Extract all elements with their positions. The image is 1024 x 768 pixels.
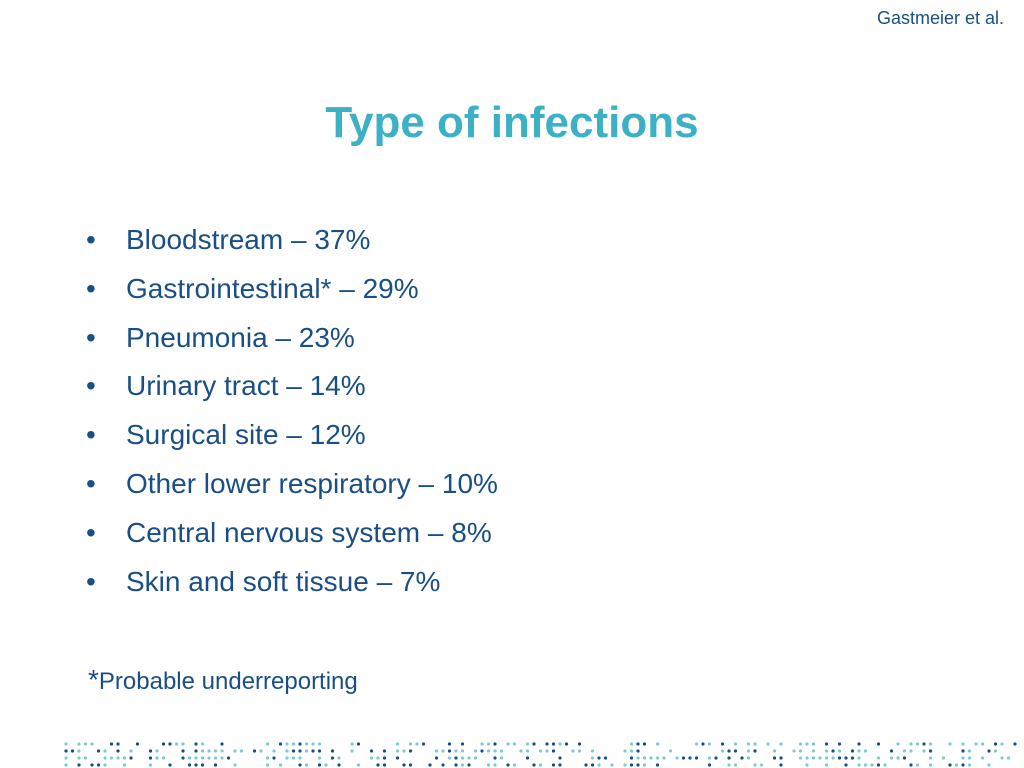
bullet-icon: •: [86, 224, 96, 255]
list-item: • Central nervous system – 8%: [86, 517, 498, 566]
list-item-text: Other lower respiratory – 10%: [126, 467, 498, 499]
list-item: • Pneumonia – 23%: [86, 322, 498, 371]
list-item-text: Urinary tract – 14%: [126, 370, 366, 402]
footnote: *Probable underreporting: [88, 664, 358, 696]
list-item: • Skin and soft tissue – 7%: [86, 566, 498, 615]
bullet-list: • Bloodstream – 37% • Gastrointestinal* …: [86, 224, 498, 614]
list-item: • Surgical site – 12%: [86, 419, 498, 468]
bullet-icon: •: [86, 467, 96, 499]
list-item-text: Central nervous system – 8%: [126, 516, 492, 548]
footnote-asterisk: *: [88, 664, 99, 695]
bullet-icon: •: [86, 419, 96, 451]
list-item: • Urinary tract – 14%: [86, 370, 498, 419]
list-item-text: Bloodstream – 37%: [126, 224, 371, 255]
list-item: • Bloodstream – 37%: [86, 224, 498, 273]
slide-title: Type of infections: [325, 98, 699, 147]
decorative-dot-pattern: [64, 742, 1017, 767]
list-item: • Gastrointestinal* – 29%: [86, 273, 498, 322]
bullet-icon: •: [86, 370, 96, 402]
attribution: Gastmeier et al.: [876, 8, 1004, 28]
list-item-text: Surgical site – 12%: [126, 419, 366, 451]
bullet-icon: •: [86, 565, 96, 597]
list-item-text: Skin and soft tissue – 7%: [126, 565, 441, 597]
bullet-icon: •: [86, 516, 96, 548]
list-item-text: Pneumonia – 23%: [126, 321, 355, 353]
footnote-text: Probable underreporting: [98, 668, 358, 695]
list-item-text: Gastrointestinal* – 29%: [126, 272, 419, 304]
bullet-icon: •: [86, 321, 96, 353]
bullet-icon: •: [86, 272, 96, 304]
list-item: • Other lower respiratory – 10%: [86, 468, 498, 517]
